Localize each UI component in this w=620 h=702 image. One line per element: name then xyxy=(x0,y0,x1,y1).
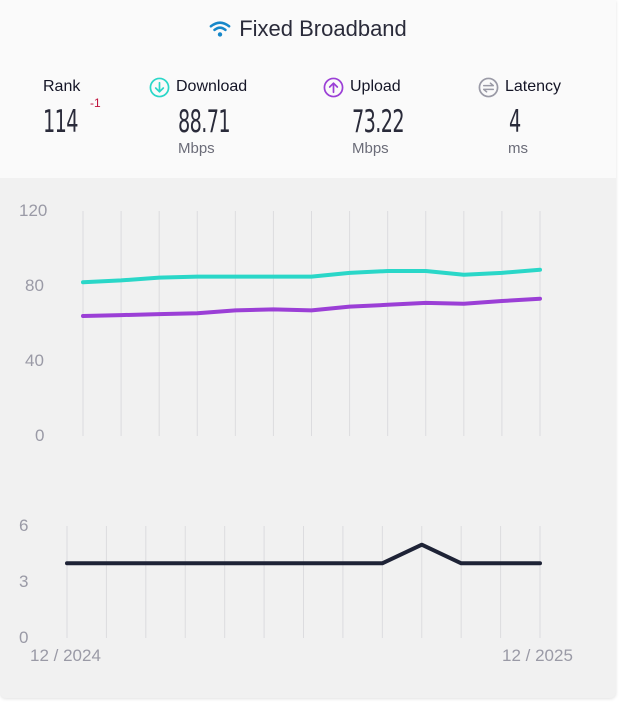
upload-metric: Upload 73.22 Mbps xyxy=(323,76,436,157)
speed-chart-lines xyxy=(81,267,542,318)
rank-metric: Rank 114 xyxy=(43,76,99,140)
title-text: Fixed Broadband xyxy=(239,16,407,41)
speed-ytick-0: 0 xyxy=(35,426,45,445)
rank-label: Rank xyxy=(43,78,81,95)
download-label-row: Download xyxy=(149,76,262,98)
latency-label-row: Latency xyxy=(478,76,561,98)
latency-ytick-3: 3 xyxy=(19,572,29,591)
download-label: Download xyxy=(176,78,248,95)
speed-ytick-80: 80 xyxy=(25,276,44,295)
latency-ytick-6: 6 xyxy=(19,516,29,535)
upload-label-row: Upload xyxy=(323,76,436,98)
latency-chart-grid xyxy=(66,526,541,638)
speed-ytick-120: 120 xyxy=(19,201,48,220)
card-header: Fixed Broadband Rank 114 -1 Download 88.… xyxy=(0,0,616,178)
latency-chart-lines xyxy=(65,542,542,566)
download-unit: Mbps xyxy=(178,140,215,157)
rank-value: 114 xyxy=(43,104,78,140)
latency-series-line xyxy=(65,542,542,566)
speed-ytick-40: 40 xyxy=(25,351,44,370)
latency-ytick-0: 0 xyxy=(19,628,29,647)
upload-value: 73.22 xyxy=(352,104,405,140)
wifi-icon xyxy=(209,21,231,37)
rank-change-badge: -1 xyxy=(90,96,101,110)
download-series-line xyxy=(81,267,542,285)
x-label-start: 12 / 2024 xyxy=(30,646,101,665)
speed-chart-grid xyxy=(82,211,541,436)
x-label-end: 12 / 2025 xyxy=(502,646,573,665)
latency-unit: ms xyxy=(508,140,528,157)
upload-arrow-icon xyxy=(323,77,344,97)
download-arrow-icon xyxy=(149,77,170,97)
upload-unit: Mbps xyxy=(352,140,389,157)
download-metric: Download 88.71 Mbps xyxy=(149,76,262,157)
upload-series-line xyxy=(81,296,542,318)
upload-label: Upload xyxy=(350,78,401,95)
download-value: 88.71 xyxy=(178,104,231,140)
latency-metric: Latency 4 ms xyxy=(478,76,561,157)
latency-value: 4 xyxy=(509,104,521,140)
page-title: Fixed Broadband xyxy=(0,16,616,42)
latency-label: Latency xyxy=(505,78,562,95)
latency-icon xyxy=(478,77,499,97)
